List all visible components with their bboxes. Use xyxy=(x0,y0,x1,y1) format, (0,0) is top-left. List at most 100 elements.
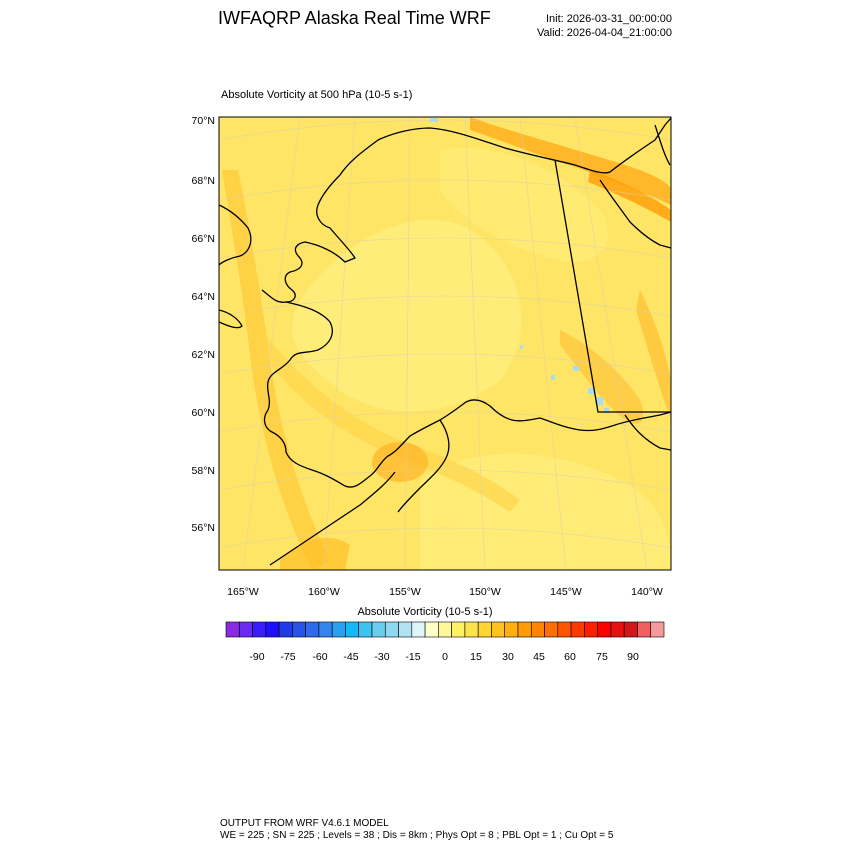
speck xyxy=(573,366,579,371)
peninsula xyxy=(269,471,396,566)
colorbar-box xyxy=(318,621,333,638)
colorbar-box xyxy=(517,621,532,638)
colorbar-box xyxy=(411,621,426,638)
lat-label: 56°N xyxy=(192,522,215,534)
colorbar-box xyxy=(371,621,386,638)
lat-line xyxy=(219,411,671,433)
field-patch xyxy=(292,219,522,412)
lon-line xyxy=(242,117,301,570)
colorbar-box xyxy=(358,621,373,638)
lon-label: 140°W xyxy=(631,586,663,598)
colorbar-box xyxy=(238,621,253,638)
lat-line xyxy=(219,527,671,549)
graticule xyxy=(219,117,671,570)
colorbar-box xyxy=(610,621,625,638)
lat-line xyxy=(219,237,671,259)
colorbar-label: 90 xyxy=(627,651,639,663)
colorbar-box xyxy=(438,621,452,638)
panhandle xyxy=(624,414,671,451)
colorbar-title: Absolute Vorticity (10-5 s-1) xyxy=(357,606,493,618)
speck xyxy=(604,408,609,413)
vorticity-max xyxy=(372,442,428,482)
lat-line xyxy=(219,469,671,491)
alaska-canada-border xyxy=(554,159,671,413)
north-coast xyxy=(339,117,671,176)
gulf-coast xyxy=(614,411,671,426)
footer-model: OUTPUT FROM WRF V4.6.1 MODEL xyxy=(220,818,389,829)
st-lawrence-island xyxy=(219,309,243,329)
speck xyxy=(551,375,555,380)
colorbar-box xyxy=(464,621,479,638)
colorbar-box xyxy=(637,621,652,638)
lat-label: 70°N xyxy=(192,115,215,127)
colorbar-box xyxy=(544,621,559,638)
lat-line xyxy=(219,179,671,201)
footer-config: WE = 225 ; SN = 225 ; Levels = 38 ; Dis … xyxy=(220,830,614,841)
valid-time: Valid: 2026-04-04_21:00:00 xyxy=(537,27,672,39)
colorbar-label: -75 xyxy=(280,651,295,663)
lat-label: 68°N xyxy=(192,175,215,187)
lon-label: 145°W xyxy=(550,586,582,598)
colorbar-box xyxy=(451,621,466,638)
colorbar-label: 75 xyxy=(596,651,608,663)
speck xyxy=(597,397,603,405)
colorbar-box xyxy=(491,621,506,638)
lon-line xyxy=(574,117,648,570)
speck xyxy=(588,388,595,394)
colorbar-box xyxy=(265,621,280,638)
vorticity-field xyxy=(219,117,671,570)
colorbar-box xyxy=(557,621,572,638)
lat-label: 64°N xyxy=(192,291,215,303)
speck xyxy=(520,345,523,349)
coastlines xyxy=(219,117,671,566)
colorbar-label: -60 xyxy=(312,651,327,663)
map-frame xyxy=(218,116,672,571)
colorbar-box xyxy=(292,621,306,638)
run-times: Init: 2026-03-31_00:00:00 Valid: 2026-04… xyxy=(537,12,672,40)
lat-labels: 70°N 68°N 66°N 64°N 62°N 60°N 58°N 56°N xyxy=(192,115,215,534)
vorticity-band xyxy=(636,290,671,420)
colorbar-label: -45 xyxy=(343,651,358,663)
colorbar-label: 30 xyxy=(502,651,514,663)
colorbar-box xyxy=(584,621,598,638)
colorbar xyxy=(225,621,665,638)
lon-label: 160°W xyxy=(308,586,340,598)
init-time: Init: 2026-03-31_00:00:00 xyxy=(546,13,672,25)
lon-label: 165°W xyxy=(227,586,259,598)
colorbar-box xyxy=(305,621,320,638)
field-title: Absolute Vorticity at 500 hPa (10-5 s-1) xyxy=(221,89,413,101)
colorbar-box xyxy=(623,621,638,638)
kodiak-coast xyxy=(397,419,450,513)
lat-line xyxy=(219,295,671,317)
lat-line xyxy=(219,353,671,375)
west-coast-south xyxy=(263,301,616,488)
page-title: IWFAQRP Alaska Real Time WRF xyxy=(218,8,491,28)
colorbar-box xyxy=(570,621,585,638)
vorticity-band xyxy=(588,170,671,222)
lat-label: 62°N xyxy=(192,349,215,361)
vorticity-band xyxy=(560,330,644,424)
west-coast-north xyxy=(261,174,356,303)
colorbar-label: 45 xyxy=(533,651,545,663)
colorbar-box xyxy=(477,621,492,638)
lat-label: 66°N xyxy=(192,233,215,245)
colorbar-label: 0 xyxy=(442,651,448,663)
colorbar-labels: -90 -75 -60 -45 -30 -15 0 15 30 45 60 75… xyxy=(249,651,639,663)
colorbar-box xyxy=(504,621,519,638)
lon-line xyxy=(323,117,356,570)
lat-label: 58°N xyxy=(192,465,215,477)
lon-labels: 165°W 160°W 155°W 150°W 145°W 140°W xyxy=(227,586,663,598)
lat-line xyxy=(219,119,671,141)
colorbar-box xyxy=(424,621,439,638)
lat-label: 60°N xyxy=(192,407,215,419)
lon-label: 155°W xyxy=(389,586,421,598)
arctic-islands xyxy=(654,124,671,166)
vorticity-band xyxy=(255,330,520,512)
colorbar-box xyxy=(650,621,665,638)
colorbar-box xyxy=(530,621,545,638)
colorbar-box xyxy=(252,621,267,638)
vorticity-band xyxy=(222,170,330,570)
colorbar-box xyxy=(331,621,346,638)
colorbar-label: 15 xyxy=(470,651,482,663)
